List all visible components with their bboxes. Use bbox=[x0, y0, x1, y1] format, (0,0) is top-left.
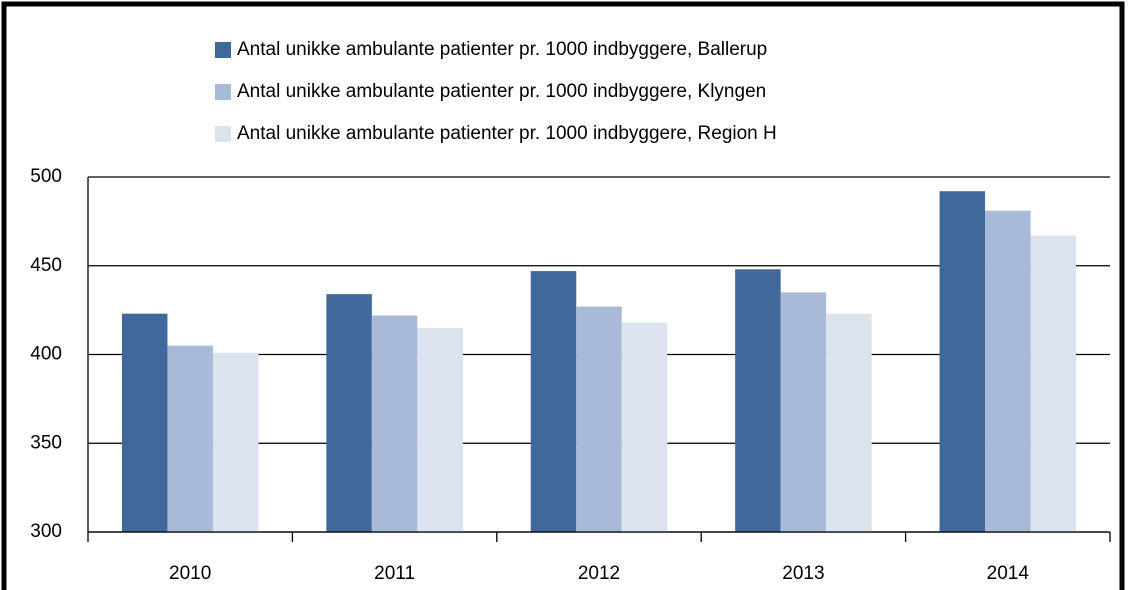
x-tick-label: 2014 bbox=[987, 563, 1030, 584]
bar bbox=[780, 292, 827, 532]
bar bbox=[985, 210, 1031, 532]
bar bbox=[530, 271, 577, 532]
bar bbox=[1030, 235, 1077, 532]
bar bbox=[371, 315, 418, 532]
bar bbox=[621, 322, 668, 532]
bar bbox=[735, 269, 781, 532]
bar bbox=[326, 294, 372, 532]
x-tick-label: 2010 bbox=[169, 563, 211, 584]
legend-label: Antal unikke ambulante patienter pr. 100… bbox=[237, 39, 767, 60]
bar bbox=[826, 313, 872, 532]
y-tick-label: 500 bbox=[30, 166, 62, 187]
x-tick-label: 2013 bbox=[782, 563, 824, 584]
y-tick-label: 400 bbox=[30, 344, 62, 365]
bar bbox=[576, 306, 622, 532]
bar bbox=[417, 327, 463, 532]
x-tick-label: 2012 bbox=[578, 563, 620, 584]
legend-label: Antal unikke ambulante patienter pr. 100… bbox=[237, 123, 777, 144]
legend-label: Antal unikke ambulante patienter pr. 100… bbox=[237, 81, 766, 102]
y-tick-label: 350 bbox=[30, 432, 62, 453]
y-tick-label: 450 bbox=[30, 255, 62, 276]
bar bbox=[939, 191, 986, 532]
x-tick-label: 2011 bbox=[374, 563, 415, 584]
bar bbox=[121, 313, 168, 532]
legend-swatch bbox=[215, 126, 231, 142]
bar bbox=[167, 345, 213, 532]
legend-swatch bbox=[215, 84, 231, 100]
bar bbox=[212, 352, 259, 532]
y-tick-label: 300 bbox=[30, 521, 62, 542]
legend-swatch bbox=[215, 42, 231, 58]
